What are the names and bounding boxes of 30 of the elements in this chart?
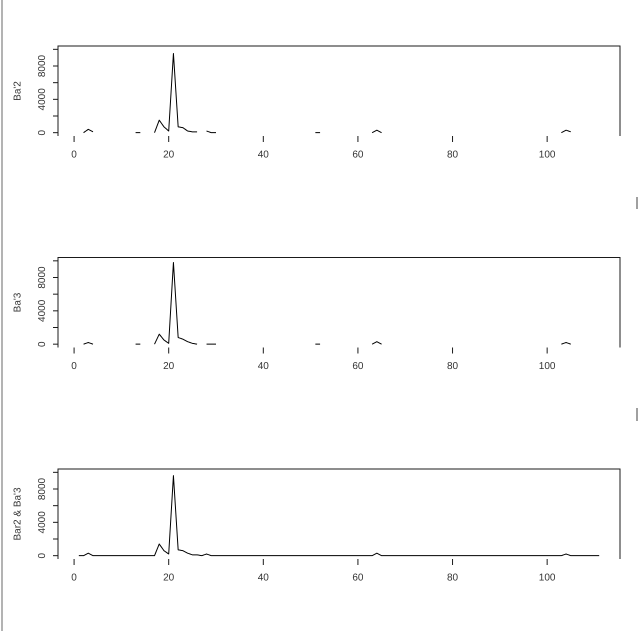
x-tick-label: 80 [446, 361, 459, 372]
y-axis-title: Ba'3 [12, 292, 24, 312]
x-tick-label: 80 [446, 150, 459, 160]
x-tick-label: 100 [538, 361, 556, 372]
y-tick-label: 4000 [37, 88, 48, 110]
x-tick-label: 40 [258, 150, 270, 160]
y-tick-label: 8000 [37, 266, 48, 289]
x-tick-label: 100 [538, 572, 556, 584]
x-tick-label: 60 [352, 361, 364, 372]
x-tick-label: 0 [71, 572, 78, 584]
x-tick-label: 100 [538, 150, 556, 160]
y-tick-label: 8000 [37, 54, 48, 78]
y-tick-label: 8000 [37, 477, 48, 500]
x-tick-label: 0 [71, 150, 78, 160]
x-tick-label: 40 [258, 361, 270, 372]
x-tick-label: 80 [446, 572, 459, 584]
x-tick-label: 20 [163, 361, 175, 372]
y-tick-label: 0 [37, 340, 48, 347]
x-tick-label: 60 [352, 572, 364, 584]
y-tick-label: 0 [37, 552, 48, 558]
x-tick-label: 20 [163, 572, 175, 584]
y-tick-label: 4000 [37, 299, 48, 322]
y-tick-label: 4000 [37, 510, 48, 534]
y-tick-label: 0 [37, 129, 48, 136]
x-tick-label: 0 [71, 361, 78, 372]
y-axis-title: Ba'2 [12, 80, 24, 101]
x-tick-label: 60 [352, 150, 364, 160]
y-axis-title: Bar2 & Ba'3 [12, 487, 24, 541]
x-tick-label: 40 [258, 572, 270, 584]
x-tick-label: 20 [163, 150, 175, 160]
